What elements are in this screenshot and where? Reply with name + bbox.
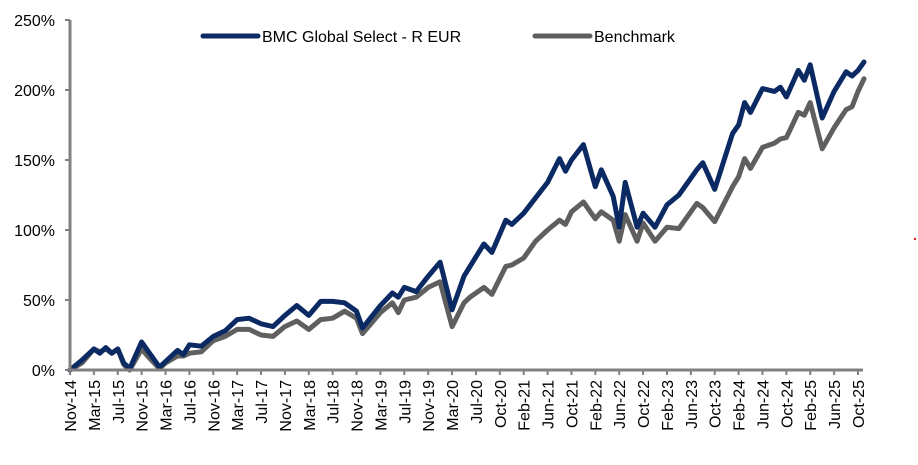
x-tick-label: Feb-22: [588, 380, 605, 431]
plot-lines: [67, 59, 867, 373]
x-tick-label: Oct-21: [564, 380, 581, 428]
x-tick-label: Nov-15: [135, 380, 152, 432]
x-tick-label: Jul-17: [254, 380, 271, 424]
x-tick-label: Mar-16: [159, 380, 176, 431]
x-tick-label: Jul-15: [111, 380, 128, 424]
y-tick-label: 100%: [14, 223, 55, 240]
x-tick-label: Feb-21: [517, 380, 534, 431]
x-tick-label: Oct-22: [636, 380, 653, 428]
legend-label-benchmark: Benchmark: [594, 29, 676, 46]
x-tick-label: Mar-19: [373, 380, 390, 431]
x-tick-label: Jun-24: [755, 380, 772, 429]
x-tick-label: Mar-18: [302, 380, 319, 431]
y-tick-label: 150%: [14, 153, 55, 170]
x-tick-label: Oct-25: [851, 380, 868, 428]
stray-red-dot: [913, 237, 917, 241]
x-tick-label: Jun-22: [612, 380, 629, 429]
y-tick-label: 50%: [23, 293, 55, 310]
x-tick-label: Jun-23: [684, 380, 701, 429]
x-tick-label: Nov-16: [206, 380, 223, 432]
x-tick-label: Mar-20: [445, 380, 462, 431]
x-tick-label: Feb-23: [660, 380, 677, 431]
x-tick-label: Feb-25: [803, 380, 820, 431]
x-tick-label: Jul-18: [326, 380, 343, 424]
x-tick-label: Mar-17: [230, 380, 247, 431]
x-tick-label: Nov-14: [63, 380, 80, 432]
x-tick-label: Jun-25: [827, 380, 844, 429]
x-tick-label: Jul-20: [469, 380, 486, 424]
series-line-fund: [67, 59, 867, 373]
y-tick-label: 250%: [14, 13, 55, 30]
legend-label-fund: BMC Global Select - R EUR: [262, 29, 461, 46]
x-tick-label: Oct-24: [779, 380, 796, 428]
x-tick-label: Nov-19: [421, 380, 438, 432]
x-tick-label: Oct-23: [708, 380, 725, 428]
x-tick-label: Jul-16: [182, 380, 199, 424]
x-tick-label: Jun-21: [541, 380, 558, 429]
legend: BMC Global Select - R EUR Benchmark: [200, 29, 676, 46]
y-tick-label: 200%: [14, 83, 55, 100]
x-tick-label: Feb-24: [732, 380, 749, 431]
x-tick-label: Mar-15: [87, 380, 104, 431]
y-tick-label: 0%: [32, 363, 55, 380]
x-tick-label: Nov-17: [278, 380, 295, 432]
x-tick-label: Jul-19: [397, 380, 414, 424]
x-tick-label: Oct-20: [493, 380, 510, 428]
series-line-benchmark: [67, 76, 867, 373]
axes: 0% 50% 100% 150% 200% 250% Nov-14 Mar-15 Jul-15 N…: [14, 13, 868, 432]
x-tick-label: Nov-18: [350, 380, 367, 432]
